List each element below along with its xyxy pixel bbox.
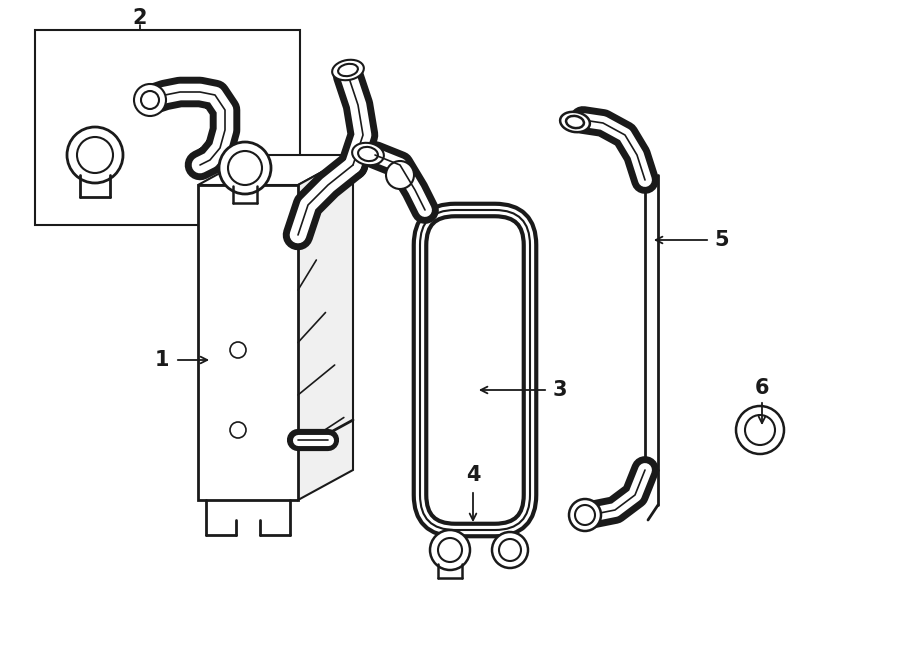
Text: 5: 5 [715,230,729,250]
Bar [35,30,300,225]
Circle shape [228,151,262,185]
Bar [198,185,298,500]
Circle shape [745,415,775,445]
Text: 2: 2 [133,8,148,28]
Ellipse shape [560,112,590,132]
Ellipse shape [338,64,358,76]
Circle shape [134,84,166,116]
Circle shape [230,422,246,438]
Circle shape [219,142,271,194]
Circle shape [141,91,159,109]
Text: 1: 1 [155,350,169,370]
Circle shape [77,137,113,173]
Circle shape [736,406,784,454]
Text: 6: 6 [755,378,770,398]
Circle shape [438,538,462,562]
Polygon shape [198,155,353,185]
Circle shape [430,530,470,570]
Ellipse shape [358,147,378,161]
Circle shape [492,532,528,568]
Circle shape [499,539,521,561]
Circle shape [575,505,595,525]
Circle shape [67,127,123,183]
Circle shape [230,342,246,358]
Text: 3: 3 [553,380,567,400]
Text: 4: 4 [466,465,481,485]
Ellipse shape [352,143,384,165]
Ellipse shape [566,116,584,128]
Circle shape [386,161,414,189]
Circle shape [569,499,601,531]
Ellipse shape [332,59,364,80]
Polygon shape [298,155,353,500]
